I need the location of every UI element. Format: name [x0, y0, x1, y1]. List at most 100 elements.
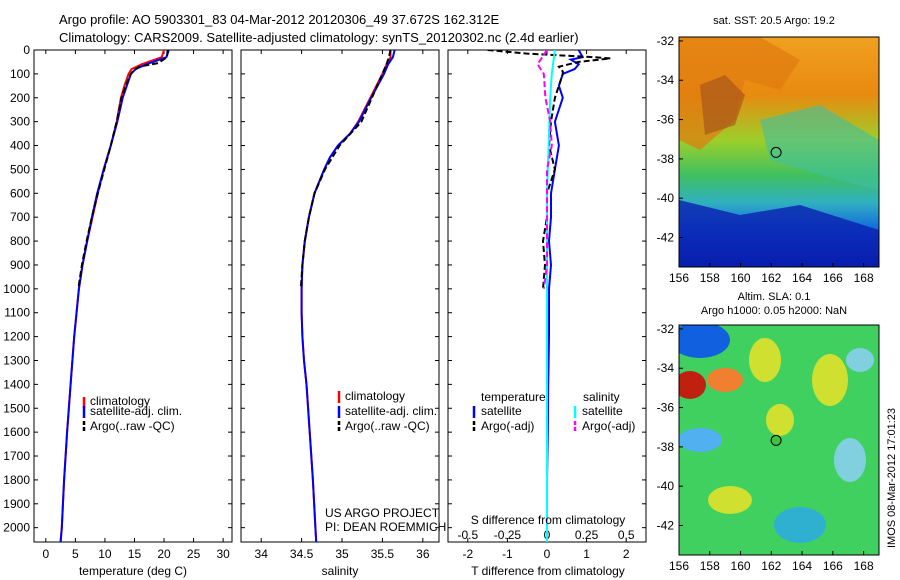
legend-argo-label: Argo(..raw -QC) — [345, 419, 430, 433]
lat-tick-label: -34 — [657, 361, 675, 375]
satellite-line — [300, 50, 396, 542]
legend-climatology-label: climatology — [90, 394, 150, 408]
legend-argo-label: Argo(..raw -QC) — [90, 419, 175, 433]
lat-tick-label: -32 — [657, 322, 675, 336]
depth-ticks: 0 100 200 300 400 500 600 700 800 900 1000 1100 1200… — [3, 43, 232, 535]
legend-s-argo-label: Argo(-adj) — [582, 419, 635, 433]
difference-ticks: -2 -1 0 1 2-0.5 -0.25 0 0.25 0.5 — [448, 49, 646, 561]
depth-tick-label: 1200 — [3, 330, 30, 344]
lat-tick-label: -38 — [657, 152, 675, 166]
sst-map-title: sat. SST: 20.5 Argo: 19.2 — [713, 15, 835, 27]
salinity-xlabel: salinity — [322, 564, 359, 578]
x-tick-label: 35 — [335, 547, 349, 561]
s-tick-label: -0.5 — [457, 528, 478, 542]
temperature-axes-box — [33, 49, 233, 543]
sla-high-2 — [707, 368, 743, 392]
sla-map-subtitle: Argo h1000: 0.05 h2000: NaN — [701, 305, 847, 317]
lon-tick-label: 164 — [792, 271, 812, 285]
x-tick-label: 25 — [187, 547, 201, 561]
temperature-xlabel: temperature (deg C) — [79, 564, 187, 578]
lat-tick-label: -38 — [657, 440, 675, 454]
depth-tick-label: 1600 — [3, 425, 30, 439]
sla-argo-location-marker — [770, 434, 782, 446]
lon-tick-label: 160 — [731, 271, 751, 285]
sla-high-4 — [812, 354, 848, 406]
lon-tick-label: 166 — [823, 559, 843, 573]
sla-map-frame — [678, 324, 880, 556]
legend-s-satellite-label: satellite — [582, 404, 623, 418]
x-tick-label: -1 — [502, 547, 513, 561]
x-tick-label: 34 — [255, 547, 269, 561]
depth-tick-label: 200 — [10, 91, 30, 105]
salinity-legend: climatology satellite-adj. clim. Argo(..… — [337, 389, 437, 433]
x-tick-label: 0 — [42, 547, 49, 561]
lon-tick-label: 158 — [700, 271, 720, 285]
sla-low-2 — [679, 428, 722, 452]
depth-tick-label: 600 — [10, 186, 30, 200]
sst-argo-location-marker — [770, 146, 782, 158]
depth-tick-label: 1900 — [3, 497, 30, 511]
sst-cool-region — [760, 105, 879, 190]
legend-satellite-label: satellite-adj. clim. — [345, 404, 437, 418]
lon-tick-label: 164 — [792, 559, 812, 573]
header-line-1: Argo profile: AO 5903301_83 04-Mar-2012 … — [59, 12, 500, 27]
depth-tick-label: 1500 — [3, 401, 30, 415]
x-tick-label: 15 — [128, 547, 142, 561]
x-tick-label: 30 — [216, 547, 230, 561]
s-tick-label: 0.25 — [575, 528, 599, 542]
s-difference-xlabel: S difference from climatology — [471, 513, 626, 527]
salinity-lines — [299, 50, 396, 542]
depth-tick-label: 1700 — [3, 449, 30, 463]
legend-t-satellite-label: satellite — [481, 404, 522, 418]
lon-tick-label: 156 — [669, 271, 689, 285]
lon-tick-label: 158 — [700, 559, 720, 573]
argo-line — [299, 50, 392, 289]
lat-tick-label: -40 — [657, 191, 675, 205]
sla-map-ticks: 156 158 160 162 164 166 168 -32 -34 -36 -38 -40 -42 — [657, 322, 874, 573]
sla-low-3 — [834, 438, 866, 482]
s-tick-label: -0.25 — [494, 528, 522, 542]
sla-high-3 — [749, 338, 781, 382]
depth-tick-label: 1000 — [3, 282, 30, 296]
lon-tick-label: 168 — [854, 559, 874, 573]
depth-tick-label: 100 — [10, 67, 30, 81]
s-satellite-line — [546, 50, 556, 542]
lat-tick-label: -36 — [657, 401, 675, 415]
sla-low-1 — [679, 325, 730, 358]
sla-map-title: Altim. SLA: 0.1 — [738, 291, 811, 303]
sst-cold-region — [679, 200, 879, 267]
temperature-lines — [59, 50, 170, 542]
lon-tick-label: 168 — [854, 271, 874, 285]
x-tick-label: 0 — [544, 547, 551, 561]
sla-high-1 — [679, 371, 706, 399]
legend-climatology-label: climatology — [345, 389, 405, 403]
sst-map-ticks: 156 158 160 162 164 166 168 -32 -34 -36 -38 -40 -42 — [657, 34, 874, 285]
depth-tick-label: 1300 — [3, 353, 30, 367]
depth-tick-label: 1400 — [3, 377, 30, 391]
x-tick-label: 36 — [416, 547, 430, 561]
depth-tick-label: 800 — [10, 234, 30, 248]
lat-tick-label: -36 — [657, 113, 675, 127]
salinity-panel: 34 34.5 35 35.5 36 salinity climatology sate… — [240, 49, 446, 578]
argo-line — [77, 50, 169, 289]
lat-tick-label: -34 — [657, 73, 675, 87]
lat-tick-label: -32 — [657, 34, 675, 48]
difference-legend: temperature salinity satellite Argo(-adj… — [472, 390, 635, 433]
sst-map-panel: sat. SST: 20.5 Argo: 19.2 156 158 160 162 16… — [657, 15, 880, 285]
lon-tick-label: 166 — [823, 271, 843, 285]
legend-temperature-title: temperature — [481, 390, 546, 404]
legend-salinity-title: salinity — [583, 390, 620, 404]
salinity-ticks: 34 34.5 35 35.5 36 — [241, 49, 439, 561]
depth-tick-label: 1100 — [4, 306, 30, 320]
s-argo-line — [536, 50, 553, 289]
sla-high-6 — [708, 486, 752, 514]
x-tick-label: 20 — [157, 547, 171, 561]
sla-high-5 — [766, 404, 794, 436]
depth-tick-label: 900 — [10, 258, 30, 272]
depth-tick-label: 1800 — [3, 473, 30, 487]
lat-tick-label: -40 — [657, 479, 675, 493]
pi-label: PI: DEAN ROEMMICH — [325, 520, 446, 534]
x-tick-label: 34.5 — [290, 547, 314, 561]
x-tick-label: 10 — [98, 547, 112, 561]
